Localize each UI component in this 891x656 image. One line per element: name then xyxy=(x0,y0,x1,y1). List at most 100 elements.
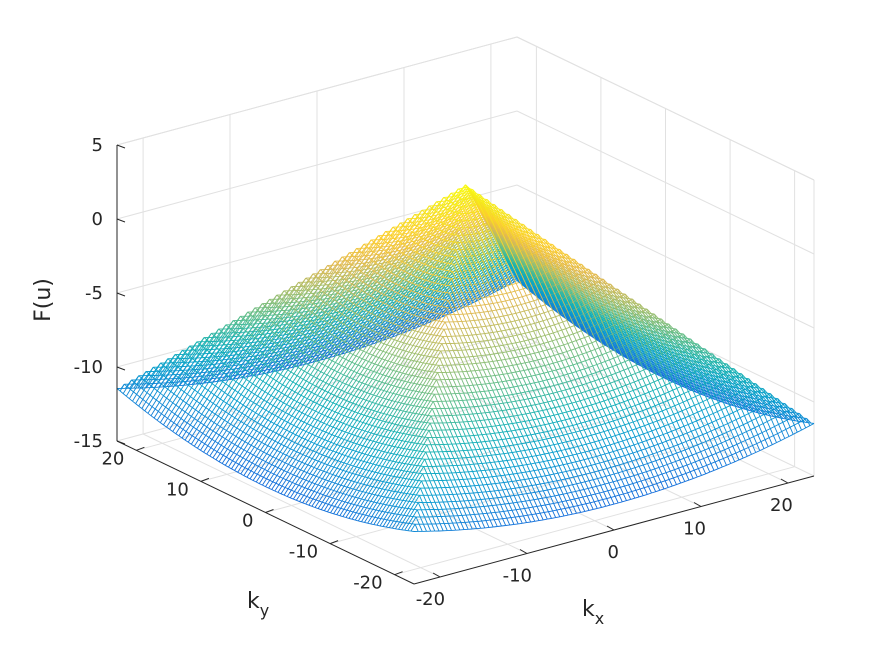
mesh-segment xyxy=(218,428,224,436)
mesh-segment xyxy=(325,401,331,409)
mesh-segment xyxy=(133,384,139,393)
mesh-segment xyxy=(286,397,292,405)
mesh-segment xyxy=(265,480,271,487)
mesh-segment xyxy=(122,386,128,394)
mesh-segment xyxy=(286,465,292,473)
mesh-segment xyxy=(333,363,339,371)
mesh-segment xyxy=(347,362,353,369)
mesh-segment xyxy=(309,418,315,426)
mesh-segment xyxy=(252,473,258,481)
mesh-segment xyxy=(306,417,312,424)
mesh-segment xyxy=(235,455,241,463)
mesh-segment xyxy=(167,411,173,419)
mesh-segment xyxy=(289,373,295,381)
mesh-segment xyxy=(228,379,234,387)
mesh-segment xyxy=(311,385,316,393)
mesh-segment xyxy=(248,355,253,358)
mesh-segment xyxy=(305,374,311,382)
mesh-segment xyxy=(353,364,359,372)
mesh-segment xyxy=(262,478,267,486)
mesh-segment xyxy=(272,450,278,458)
mesh-segment xyxy=(343,368,349,376)
mesh-segment xyxy=(173,386,179,395)
mesh-segment xyxy=(283,421,288,429)
mesh-segment xyxy=(316,396,322,404)
mesh-segment xyxy=(303,390,309,398)
mesh-segment xyxy=(140,380,146,388)
mesh-segment xyxy=(141,401,147,409)
mesh-segment xyxy=(269,342,275,345)
mesh-segment xyxy=(164,379,170,387)
mesh-segment xyxy=(228,434,234,441)
backwall-gridline-z xyxy=(116,110,518,220)
mesh-segment xyxy=(178,429,184,437)
mesh-segment xyxy=(273,364,278,366)
mesh-segment xyxy=(248,428,254,436)
mesh-segment xyxy=(264,437,270,445)
mesh-segment xyxy=(304,382,310,390)
mesh-segment xyxy=(249,472,255,480)
mesh-segment xyxy=(259,399,265,407)
mesh-segment xyxy=(262,453,268,461)
mesh-segment xyxy=(242,425,248,433)
mesh-segment xyxy=(279,470,285,478)
mesh-segment xyxy=(290,391,296,399)
mesh-segment xyxy=(348,354,354,362)
mesh-segment xyxy=(152,390,158,398)
mesh-segment xyxy=(232,400,238,408)
mesh-segment xyxy=(310,368,316,375)
mesh-segment xyxy=(260,391,266,399)
mesh-segment xyxy=(159,395,164,403)
mesh-segment xyxy=(206,392,212,400)
mesh-segment xyxy=(283,396,289,404)
mesh-segment xyxy=(244,381,250,389)
mesh-segment xyxy=(138,399,144,407)
mesh-segment xyxy=(276,468,282,476)
mesh-segment xyxy=(175,398,181,406)
mesh-segment xyxy=(300,388,306,396)
sidewall-gridline-z xyxy=(516,184,815,329)
mesh-segment xyxy=(258,407,264,415)
mesh-segment xyxy=(139,389,145,398)
mesh-segment xyxy=(240,387,246,395)
mesh-segment xyxy=(272,398,278,406)
mesh-segment xyxy=(222,448,228,456)
mesh-segment xyxy=(300,438,306,446)
mesh-segment xyxy=(285,379,291,387)
mesh-segment xyxy=(238,431,244,439)
mesh-segment xyxy=(252,341,257,343)
mesh-segment xyxy=(262,401,268,409)
mesh-segment xyxy=(292,426,298,434)
mesh-segment xyxy=(299,421,305,429)
mesh-segment xyxy=(180,352,186,360)
sidewall-gridline-z xyxy=(516,110,815,255)
mesh-segment xyxy=(295,377,301,385)
mesh-segment xyxy=(230,444,236,452)
mesh-segment xyxy=(289,399,295,407)
mesh-segment xyxy=(270,465,276,473)
mesh-segment xyxy=(250,438,256,446)
mesh-segment xyxy=(256,424,261,432)
mesh-segment xyxy=(255,379,261,386)
mesh-segment xyxy=(234,437,240,445)
mesh-segment xyxy=(289,450,294,457)
mesh-segment xyxy=(242,398,248,406)
mesh-segment xyxy=(282,378,288,385)
mesh-segment xyxy=(201,407,207,415)
mesh-segment xyxy=(318,381,324,388)
mesh-segment xyxy=(307,434,313,441)
mesh-segment xyxy=(317,388,323,396)
mesh-segment xyxy=(246,445,252,452)
mesh-segment xyxy=(293,393,299,401)
mesh-segment xyxy=(252,404,257,412)
mesh-segment xyxy=(271,380,277,388)
mesh-segment xyxy=(273,442,279,450)
mesh-segment xyxy=(255,432,260,440)
mesh-segment xyxy=(288,432,293,440)
mesh-segment xyxy=(221,383,227,391)
mesh-segment xyxy=(315,404,321,412)
mesh-segment xyxy=(151,399,157,407)
mesh-segment xyxy=(248,402,254,410)
mesh-segment xyxy=(355,349,361,357)
